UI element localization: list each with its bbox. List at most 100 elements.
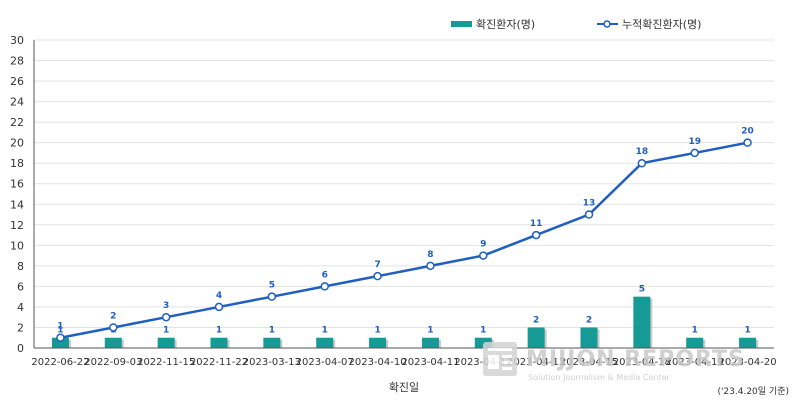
legend-line-label: 누적확진환자(명) bbox=[622, 18, 701, 31]
bar bbox=[157, 337, 175, 348]
line-data-label: 5 bbox=[269, 281, 275, 291]
bar-data-label: 1 bbox=[216, 326, 222, 336]
y-tick-label: 16 bbox=[10, 178, 24, 191]
line-data-label: 9 bbox=[480, 240, 486, 250]
line-point bbox=[743, 138, 752, 147]
line-data-label: 3 bbox=[163, 301, 169, 311]
x-tick-label: 2023-04-18 bbox=[613, 357, 671, 368]
watermark-title: MIJJON REPORTS bbox=[526, 347, 745, 372]
line-data-label: 19 bbox=[688, 137, 701, 147]
x-tick-label: 2023-04-20 bbox=[719, 357, 777, 368]
legend: 확진환자(명) 누적확진환자(명) bbox=[451, 18, 701, 31]
bar-data-label: 1 bbox=[427, 326, 433, 336]
legend-bar-label: 확진환자(명) bbox=[476, 18, 535, 31]
bar bbox=[316, 337, 334, 348]
bar bbox=[421, 337, 439, 348]
bar bbox=[474, 337, 492, 348]
bar bbox=[686, 337, 704, 348]
cumulative-line bbox=[60, 141, 748, 339]
line-point bbox=[637, 158, 647, 168]
x-tick-label: 2023-04-15 bbox=[560, 357, 618, 368]
bar-data-label: 5 bbox=[639, 285, 645, 295]
line-point bbox=[690, 148, 699, 158]
bar-data-label: 1 bbox=[744, 326, 750, 336]
line-point bbox=[373, 271, 382, 281]
bar-data-label: 1 bbox=[480, 326, 486, 336]
bar-data-label: 1 bbox=[322, 326, 328, 336]
gridlines bbox=[34, 39, 774, 328]
line-data-label: 18 bbox=[636, 147, 649, 157]
x-tick-label: 2022-06-22 bbox=[31, 357, 89, 368]
y-tick-label: 12 bbox=[10, 219, 24, 232]
x-tick-label: 2022-09-03 bbox=[84, 357, 142, 368]
y-tick-label: 14 bbox=[10, 198, 24, 211]
x-tick-label: 2023-04-13 bbox=[507, 357, 565, 368]
line-point bbox=[479, 251, 488, 260]
bar bbox=[51, 337, 69, 348]
y-tick-label: 22 bbox=[10, 116, 24, 129]
x-tick-label: 2023-04-11 bbox=[401, 357, 459, 368]
bar-data-label: 1 bbox=[374, 326, 380, 336]
line-data-label: 11 bbox=[530, 219, 543, 229]
y-tick-label: 28 bbox=[10, 55, 24, 68]
y-tick-label: 2 bbox=[17, 321, 24, 334]
watermark: MIJJON REPORTS Solution Journalism & Med… bbox=[483, 342, 745, 382]
y-tick-label: 24 bbox=[10, 96, 24, 109]
legend-bar-swatch bbox=[451, 21, 472, 27]
newspaper-icon bbox=[483, 342, 517, 376]
bar-data-label: 1 bbox=[163, 326, 169, 336]
line-point bbox=[320, 282, 329, 291]
y-tick-label: 30 bbox=[10, 34, 24, 47]
line-data-label: 13 bbox=[583, 199, 596, 209]
y-tick-label: 6 bbox=[17, 280, 24, 293]
line-point bbox=[56, 333, 65, 342]
bar bbox=[633, 296, 651, 348]
line-point bbox=[214, 302, 224, 312]
date-note: ('23.4.20일 기준) bbox=[717, 386, 789, 397]
y-tick-label: 8 bbox=[17, 260, 24, 273]
line-point bbox=[531, 230, 541, 240]
y-tick-label: 10 bbox=[10, 239, 24, 252]
line-point bbox=[426, 261, 435, 271]
line-data-label: 1 bbox=[57, 322, 63, 332]
line-data-label: 7 bbox=[374, 260, 380, 270]
line-data-label: 4 bbox=[216, 291, 222, 301]
bar-series: 11111111122511 bbox=[51, 285, 759, 348]
line-point bbox=[161, 312, 171, 322]
bar bbox=[527, 327, 545, 348]
line-data-label: 20 bbox=[741, 127, 754, 137]
y-tick-label: 4 bbox=[17, 301, 24, 314]
bar-data-label: 2 bbox=[586, 315, 592, 325]
x-tick-label: 2023-04-10 bbox=[349, 357, 407, 368]
line-data-label: 8 bbox=[427, 250, 433, 260]
bar bbox=[263, 337, 281, 348]
x-axis-title: 확진일 bbox=[389, 380, 419, 394]
y-tick-label: 20 bbox=[10, 137, 24, 150]
line-point bbox=[267, 292, 277, 301]
x-tick-label: 2023-04-19 bbox=[666, 357, 724, 368]
y-tick-label: 18 bbox=[10, 157, 24, 170]
y-tick-label: 0 bbox=[17, 342, 24, 355]
line-data-label: 2 bbox=[110, 311, 116, 321]
y-tick-label: 26 bbox=[10, 75, 24, 88]
bar-data-label: 1 bbox=[692, 326, 698, 336]
line-data-label: 6 bbox=[322, 270, 328, 280]
line-point bbox=[584, 210, 594, 219]
x-tick-label: 2022-11-15 bbox=[137, 357, 195, 368]
bar-data-label: 2 bbox=[533, 315, 539, 325]
bar bbox=[369, 337, 387, 348]
bar bbox=[104, 337, 122, 348]
bar-data-label: 1 bbox=[269, 326, 275, 336]
legend-line-marker bbox=[603, 20, 611, 28]
bar bbox=[210, 337, 228, 348]
x-tick-label: 2023-03-13 bbox=[243, 357, 301, 368]
x-tick-label: 2023-04-07 bbox=[296, 357, 354, 368]
watermark-subtitle: Solution Journalism & Media Center bbox=[528, 373, 671, 382]
line-point bbox=[109, 323, 118, 332]
bar bbox=[739, 337, 757, 348]
x-tick-label: 2022-11-22 bbox=[190, 357, 248, 368]
bar-data-label: 1 bbox=[57, 326, 63, 336]
